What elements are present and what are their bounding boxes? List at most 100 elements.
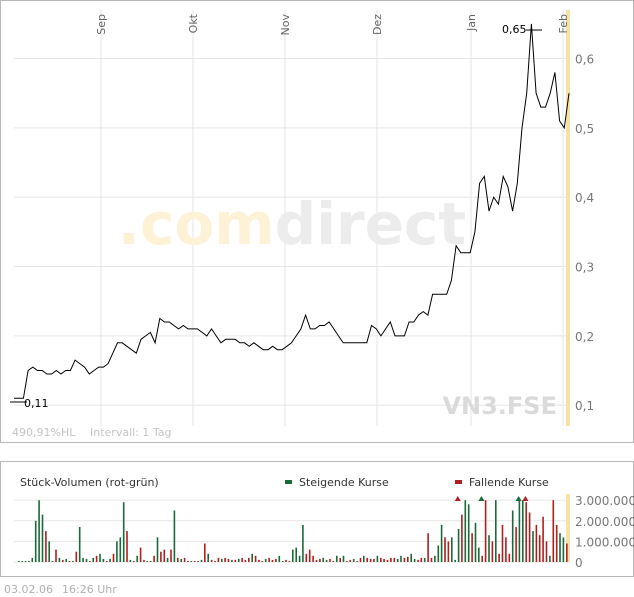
volume-bar xyxy=(112,553,115,562)
legend-falling-swatch xyxy=(455,480,462,484)
volume-bar xyxy=(21,561,23,562)
volume-bar xyxy=(275,558,277,562)
volume-bar xyxy=(217,557,220,562)
y-tick-labels: 0,6 0,5 0,4 0,3 0,2 0,1 xyxy=(575,53,594,414)
volume-bar xyxy=(559,533,561,562)
volume-bar xyxy=(295,547,297,562)
volume-bar xyxy=(210,559,213,562)
volume-bar xyxy=(190,561,193,562)
volume-bar xyxy=(508,553,511,562)
price-grid xyxy=(14,10,566,426)
volume-bar xyxy=(522,500,524,562)
volume-bar xyxy=(423,557,426,562)
volume-bar xyxy=(430,557,433,562)
volume-bar xyxy=(163,549,166,562)
volume-bar xyxy=(383,558,385,562)
volume-bar xyxy=(346,561,348,562)
volume-bar xyxy=(528,512,531,562)
volume-bar xyxy=(555,524,558,562)
volume-y-tick: 1.000.000 xyxy=(575,535,634,549)
volume-bar xyxy=(454,559,456,562)
volume-bar xyxy=(376,555,379,562)
volume-bar xyxy=(447,541,450,562)
volume-bar xyxy=(325,559,328,562)
volume-bar xyxy=(106,561,108,562)
x-tick-label: Feb xyxy=(557,14,570,33)
volume-bar xyxy=(495,500,497,562)
volume-bar xyxy=(129,559,132,562)
volume-bar xyxy=(312,555,314,562)
volume-bar xyxy=(471,533,473,562)
volume-bar xyxy=(68,561,71,562)
volume-bar xyxy=(156,537,159,562)
volume-bar xyxy=(505,537,507,562)
volume-bar xyxy=(390,557,392,562)
volume-bar xyxy=(319,558,321,562)
y-tick-label: 0,6 xyxy=(575,53,594,67)
volume-bar xyxy=(254,555,257,562)
overflow-arrow xyxy=(454,496,461,501)
volume-bar xyxy=(535,524,538,562)
volume-bar xyxy=(173,510,176,562)
x-tick-label: Sep xyxy=(95,14,108,35)
volume-bar xyxy=(78,527,81,562)
overflow-arrow xyxy=(522,496,529,501)
volume-bar xyxy=(38,500,40,562)
volume-bar xyxy=(349,559,352,562)
symbol-watermark: VN3.FSE xyxy=(442,392,557,420)
volume-title: Stück-Volumen (rot-grün) xyxy=(20,476,159,489)
price-line xyxy=(14,23,570,399)
volume-bar xyxy=(149,561,152,562)
volume-bar xyxy=(92,557,94,562)
volume-bar xyxy=(288,561,291,562)
volume-bar xyxy=(65,558,67,562)
x-tick-label: Nov xyxy=(279,14,292,36)
volume-bar xyxy=(227,558,230,562)
volume-bar xyxy=(200,559,203,562)
volume-bar xyxy=(153,555,155,562)
volume-bar xyxy=(484,500,487,562)
volume-bar xyxy=(451,537,453,562)
volume-bar xyxy=(488,535,490,562)
volume-bar xyxy=(231,559,233,562)
volume-bar xyxy=(281,561,284,562)
volume-bar xyxy=(329,558,331,562)
volume-bar xyxy=(248,557,250,562)
volume-bar xyxy=(160,551,162,562)
volume-bar xyxy=(55,549,57,562)
volume-bar xyxy=(34,520,37,562)
volume-bar xyxy=(207,553,209,562)
volume-bar xyxy=(261,561,264,562)
volume-bar xyxy=(400,555,402,562)
volume-bar xyxy=(474,522,477,562)
stats-label: 490,91%HL xyxy=(12,426,76,439)
volume-bar xyxy=(264,558,267,562)
volume-bar xyxy=(501,524,504,562)
volume-bar xyxy=(58,557,61,562)
volume-bar xyxy=(420,557,423,562)
volume-bar xyxy=(491,541,494,562)
volume-bar xyxy=(197,561,199,562)
volume-bar xyxy=(427,533,429,562)
volume-bar xyxy=(457,529,460,562)
volume-bar xyxy=(518,500,521,562)
volume-bar xyxy=(498,553,500,562)
volume-bar xyxy=(126,531,128,562)
volume-bar xyxy=(342,555,345,562)
volume-bar xyxy=(302,524,304,562)
volume-bar xyxy=(51,561,54,562)
volume-bar xyxy=(177,557,179,562)
interval-label: Intervall: 1 Tag xyxy=(90,426,172,439)
volume-bar xyxy=(322,557,324,562)
volume-bar xyxy=(308,549,311,562)
volume-bar xyxy=(440,524,443,562)
volume-bar xyxy=(464,500,467,562)
volume-bar xyxy=(525,502,527,562)
volume-bar xyxy=(193,561,196,562)
volume-bar xyxy=(336,555,338,562)
volume-bar xyxy=(89,561,91,562)
volume-bar xyxy=(244,559,247,562)
volume-bar xyxy=(271,559,274,562)
volume-bar xyxy=(352,558,355,562)
